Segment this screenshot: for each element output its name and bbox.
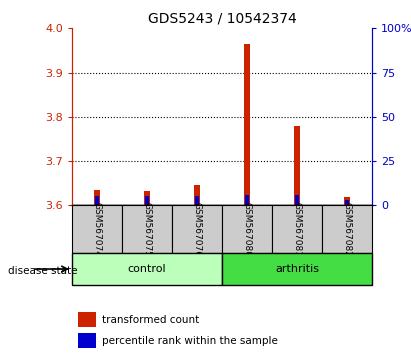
Text: GSM567075: GSM567075 [143,202,151,257]
Text: GSM567074: GSM567074 [92,202,102,257]
Bar [194,185,200,205]
Bar [295,195,299,205]
Bar [345,200,349,205]
Bar [144,191,150,205]
Text: GSM567081: GSM567081 [293,202,301,257]
Text: control: control [128,264,166,274]
Bar [78,312,96,327]
Bar [222,205,272,253]
Bar [222,253,372,285]
Text: GSM567082: GSM567082 [342,202,351,257]
Bar [72,205,122,253]
Bar [172,205,222,253]
Bar [344,198,350,205]
Text: GSM567080: GSM567080 [242,202,252,257]
Text: GSM567076: GSM567076 [192,202,201,257]
Title: GDS5243 / 10542374: GDS5243 / 10542374 [148,12,296,26]
Bar [272,205,322,253]
Bar [145,196,149,205]
Text: arthritis: arthritis [275,264,319,274]
Bar [244,44,250,205]
Bar [78,333,96,348]
Text: transformed count: transformed count [102,315,199,325]
Bar [245,195,249,205]
Bar [195,196,199,205]
Bar [94,190,100,205]
Bar [322,205,372,253]
Bar [95,196,99,205]
Bar [294,126,300,205]
Bar [122,205,172,253]
Text: disease state: disease state [8,266,78,276]
Bar [72,253,222,285]
Text: percentile rank within the sample: percentile rank within the sample [102,336,278,346]
